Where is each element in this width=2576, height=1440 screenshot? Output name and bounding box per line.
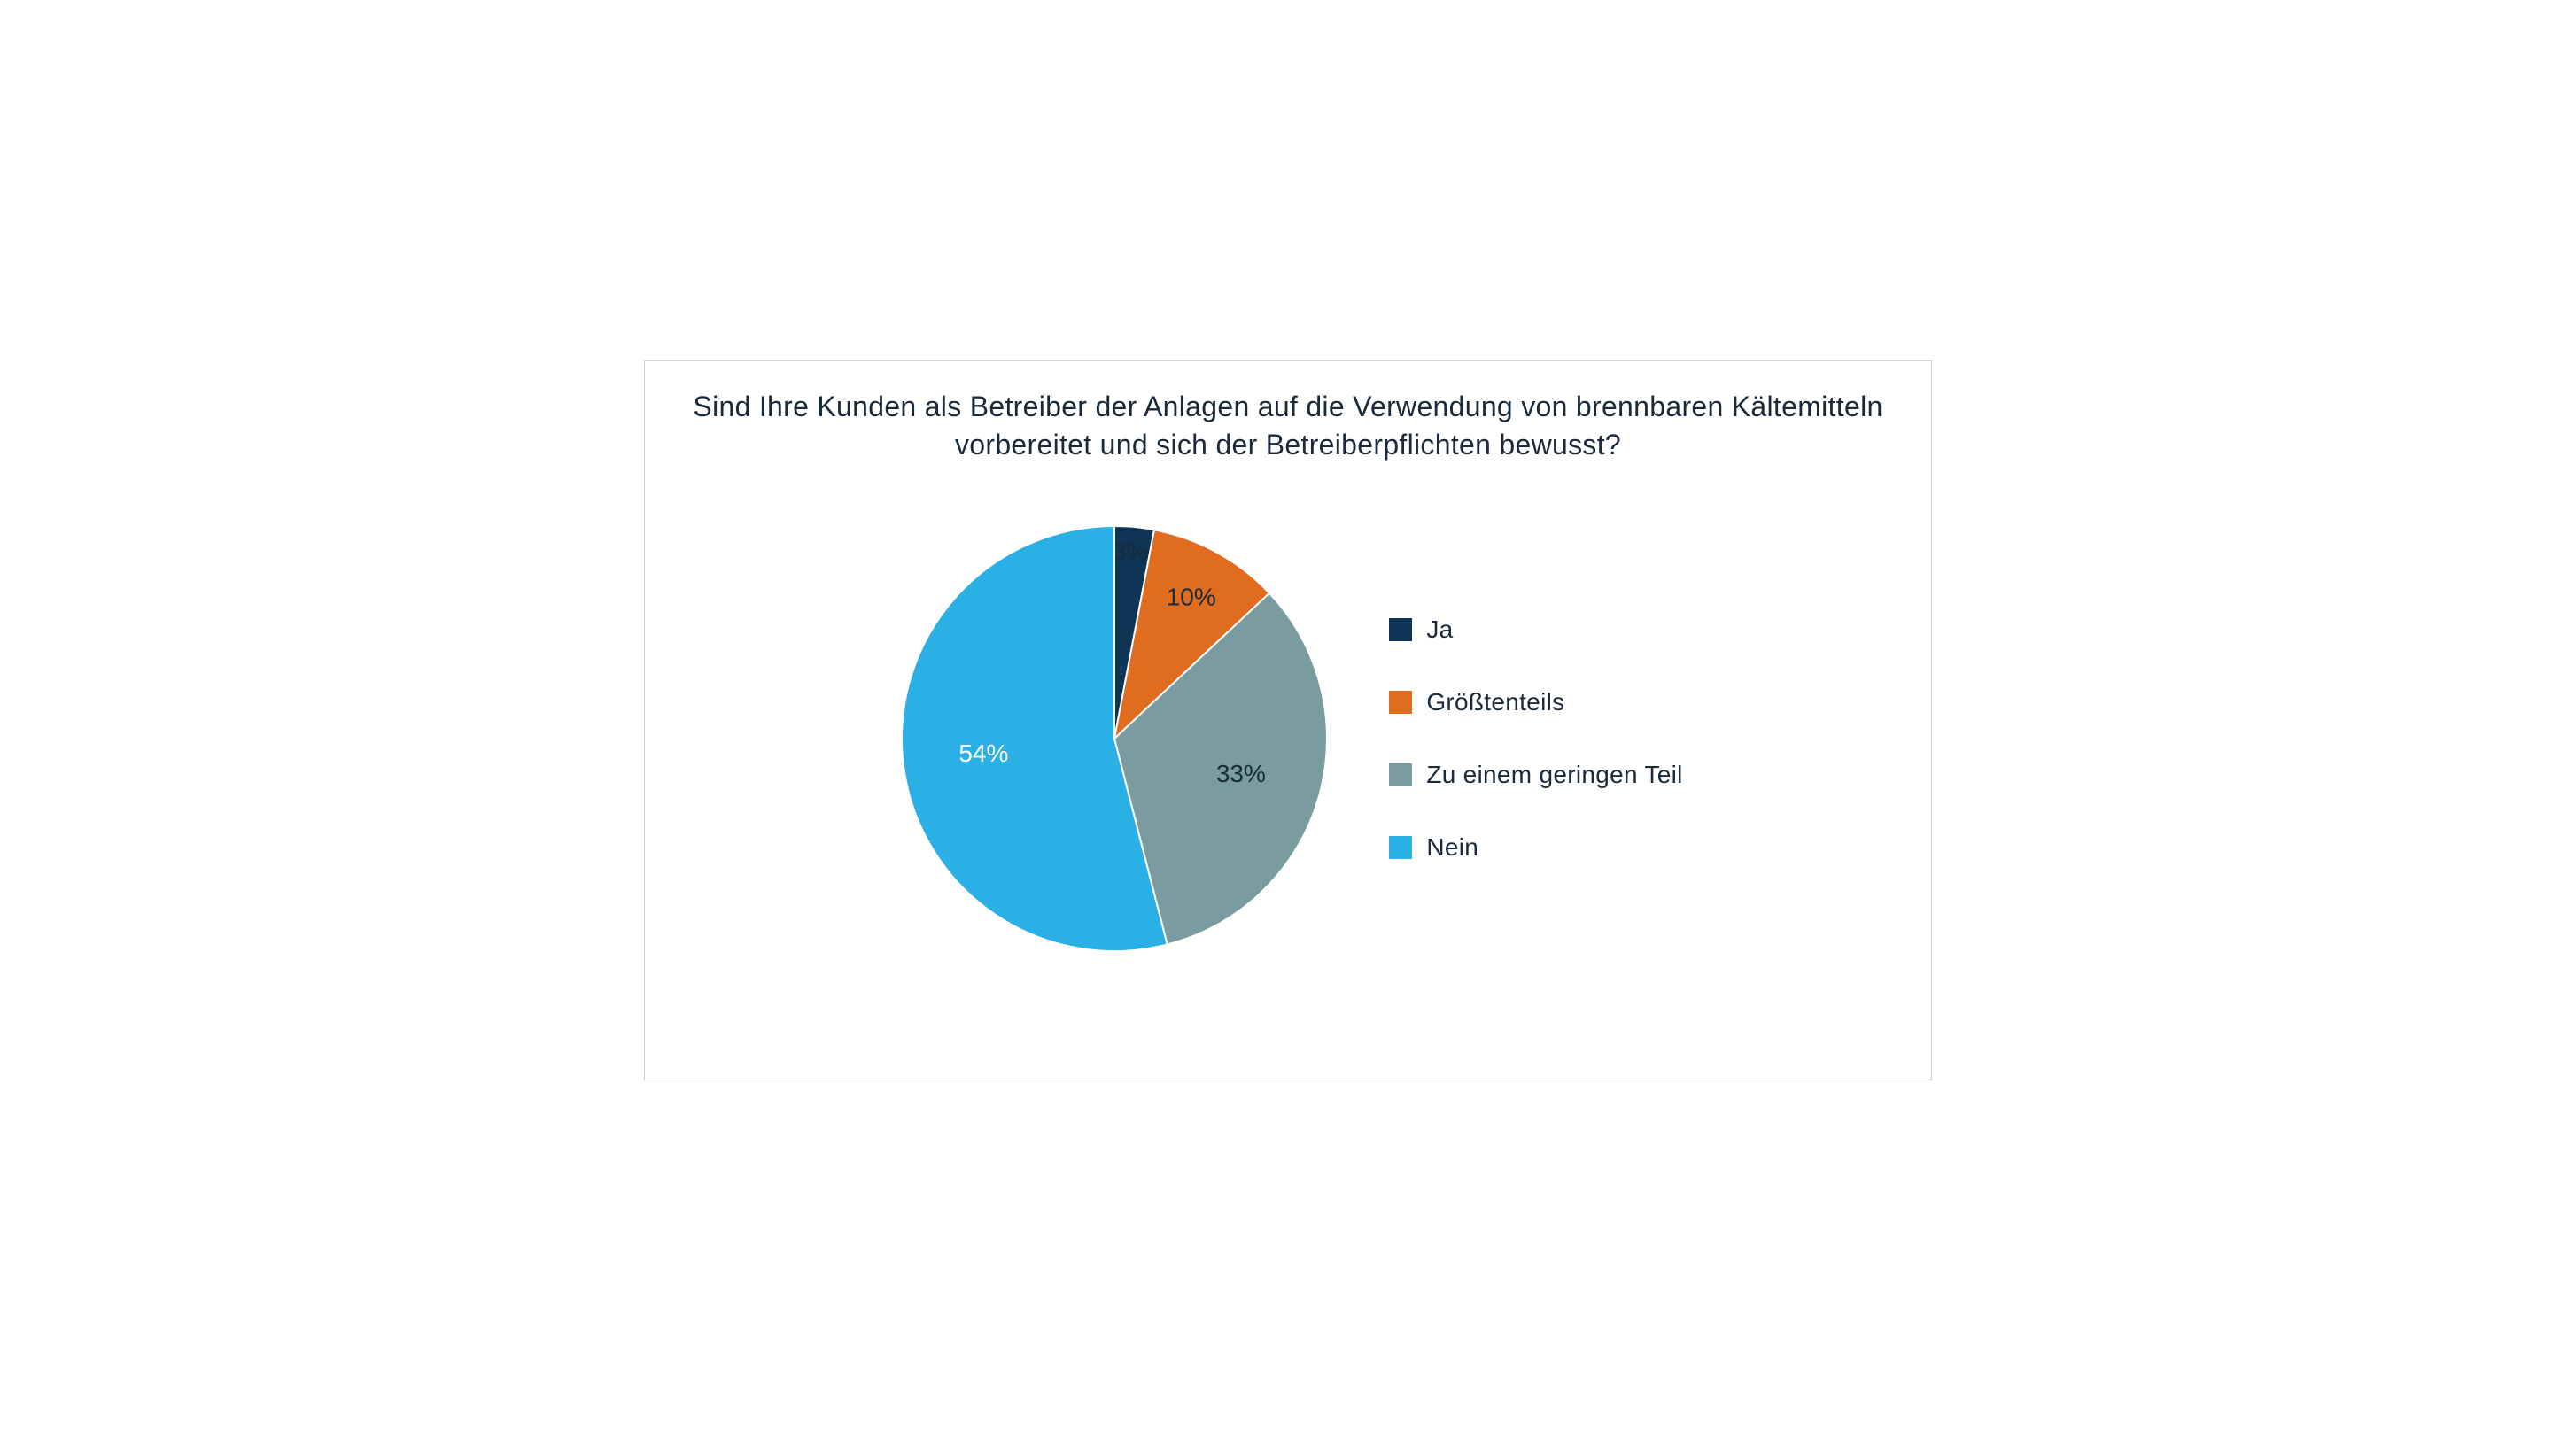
chart-body: 3% 10% 33% 54% Ja Größtenteils Zu einem gerin… bbox=[680, 491, 1896, 987]
pie-slice-label-2: 33% bbox=[1216, 760, 1266, 787]
legend-item-3: Nein bbox=[1389, 833, 1682, 862]
legend-label-3: Nein bbox=[1426, 833, 1478, 862]
legend-swatch-1 bbox=[1389, 691, 1412, 714]
pie-slice-label-3: 54% bbox=[959, 739, 1009, 767]
legend-item-1: Größtenteils bbox=[1389, 688, 1682, 716]
pie-slice-label-0: 3% bbox=[1113, 538, 1148, 565]
legend-item-0: Ja bbox=[1389, 615, 1682, 644]
chart-container: Sind Ihre Kunden als Betreiber der Anlag… bbox=[644, 360, 1932, 1080]
legend: Ja Größtenteils Zu einem geringen Teil Nein bbox=[1389, 615, 1682, 862]
legend-swatch-0 bbox=[1389, 618, 1412, 641]
legend-label-1: Größtenteils bbox=[1426, 688, 1564, 716]
legend-item-2: Zu einem geringen Teil bbox=[1389, 761, 1682, 789]
pie-chart: 3% 10% 33% 54% bbox=[893, 517, 1336, 960]
legend-swatch-3 bbox=[1389, 836, 1412, 859]
legend-label-0: Ja bbox=[1426, 615, 1453, 644]
legend-swatch-2 bbox=[1389, 763, 1412, 786]
pie-slice-label-1: 10% bbox=[1167, 584, 1216, 611]
chart-title: Sind Ihre Kunden als Betreiber der Anlag… bbox=[680, 388, 1896, 464]
legend-label-2: Zu einem geringen Teil bbox=[1426, 761, 1682, 789]
